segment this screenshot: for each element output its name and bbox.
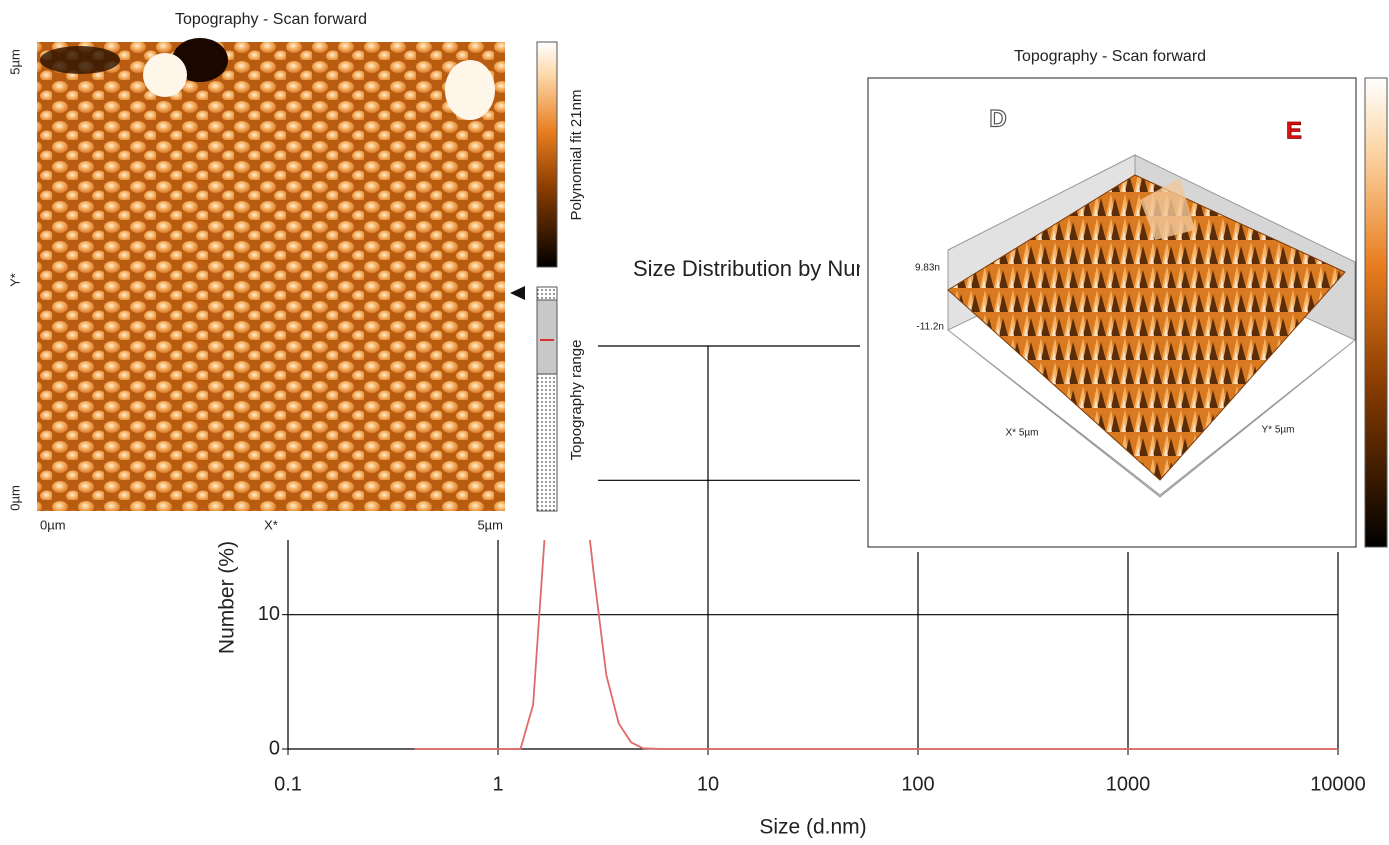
range-pointer: [510, 286, 525, 300]
x-axis-title: Size (d.nm): [759, 816, 866, 839]
z-max-label: 9.83n: [915, 263, 940, 274]
y-bottom-label: 0µm: [7, 485, 22, 511]
afm-title: Topography - Scan forward: [175, 11, 367, 28]
x-tick-label: 0.1: [274, 773, 302, 795]
x-tick-label: 10: [697, 773, 719, 795]
colorbar-label: Polynomial fit 21nm: [568, 90, 585, 221]
x-axis-label: X*: [264, 517, 278, 532]
surface: [947, 174, 1346, 481]
afm-image: [37, 42, 505, 511]
afm-3d-panel: Topography - Scan forward D E 9.83n -11.…: [860, 40, 1389, 552]
afm-3d-title: Topography - Scan forward: [1014, 48, 1206, 65]
x-left-label: 0µm: [40, 517, 66, 532]
y-tick-label: 0: [269, 737, 280, 759]
range-window: [536, 299, 558, 375]
x-axis-label: X* 5µm: [1006, 428, 1039, 439]
y-top-label: 5µm: [7, 49, 22, 75]
z-min-label: -11.2n: [916, 322, 944, 333]
afm-defect: [40, 46, 120, 74]
x-tick-label: 1: [492, 773, 503, 795]
afm-panel: Topography - Scan forward 5µm Y* 0µm 0µm…: [0, 0, 598, 540]
x-tick-label: 100: [901, 773, 934, 795]
y-tick-label: 10: [258, 603, 280, 625]
afm-particle: [445, 60, 495, 120]
y-axis-title: Number (%): [216, 541, 239, 654]
surface-peak: [1140, 178, 1195, 240]
panel-label-d: D: [989, 105, 1006, 132]
range-label: Topography range: [568, 340, 585, 461]
floor: [947, 329, 1356, 498]
colorbar: [1364, 77, 1388, 548]
x-tick-label: 10000: [1310, 773, 1366, 795]
y-axis-label: Y* 5µm: [1262, 425, 1295, 436]
afm-particle: [143, 53, 187, 97]
panel-label-e: E: [1286, 117, 1302, 144]
x-right-label: 5µm: [477, 517, 503, 532]
x-tick-label: 1000: [1106, 773, 1151, 795]
y-axis-label: Y*: [7, 273, 22, 287]
colorbar: [536, 41, 558, 268]
